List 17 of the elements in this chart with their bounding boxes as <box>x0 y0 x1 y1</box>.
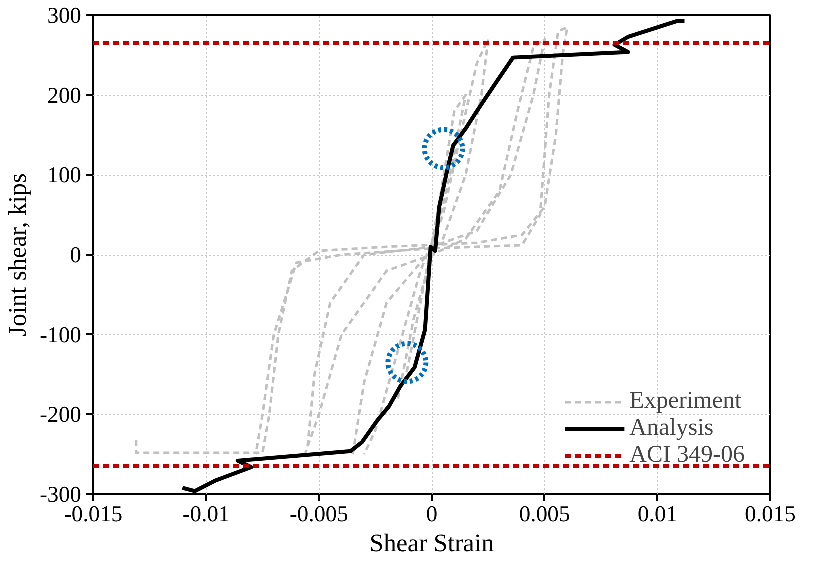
y-tick-label: 200 <box>48 82 82 108</box>
y-tick-label: -200 <box>40 402 82 428</box>
legend-label: Analysis <box>630 415 714 442</box>
legend-label: ACI 349-06 <box>630 442 745 469</box>
x-tick-label: 0 <box>426 502 438 526</box>
x-tick-label: 0.01 <box>638 502 678 526</box>
x-tick-label: 0.015 <box>745 502 796 526</box>
legend-label: Experiment <box>630 388 742 415</box>
y-axis-title: Joint shear, kips <box>4 174 32 336</box>
x-tick-label: -0.01 <box>182 502 230 526</box>
x-tick-label: 0.005 <box>519 502 570 526</box>
x-axis-title: Shear Strain <box>370 530 495 558</box>
y-tick-label: 100 <box>48 162 82 188</box>
y-tick-label: -100 <box>40 322 82 348</box>
y-tick-label: 0 <box>70 242 82 268</box>
y-tick-label: 300 <box>48 3 82 28</box>
x-tick-label: -0.005 <box>290 502 348 526</box>
